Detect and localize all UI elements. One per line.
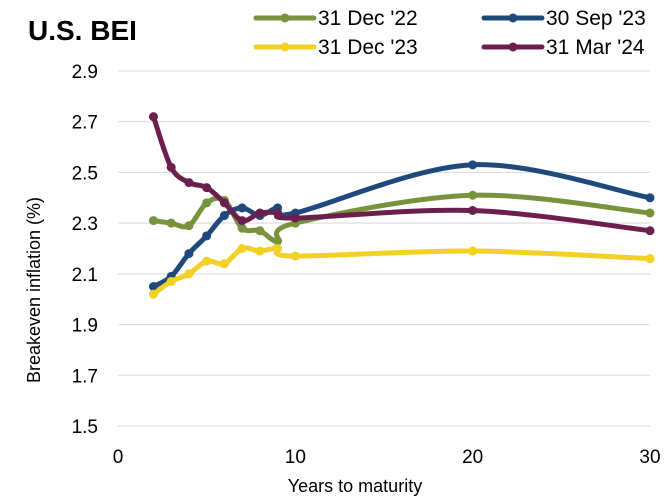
legend-marker xyxy=(508,42,518,52)
data-point xyxy=(290,213,300,223)
data-point xyxy=(468,205,478,215)
x-axis-ticks: 0 10 20 30 xyxy=(113,447,661,468)
y-tick-label: 2.3 xyxy=(72,214,98,235)
legend-label: 31 Dec '22 xyxy=(318,7,418,30)
legend: 31 Dec '22 30 Sep '23 31 Dec '23 31 Mar '24 xyxy=(253,7,646,59)
data-point xyxy=(202,231,212,241)
y-tick-label: 1.5 xyxy=(72,417,98,438)
data-point xyxy=(219,211,229,221)
data-point xyxy=(148,216,158,226)
y-tick-label: 2.9 xyxy=(72,62,98,83)
y-tick-label: 1.7 xyxy=(72,366,98,387)
x-tick-label: 20 xyxy=(462,447,483,468)
data-point xyxy=(273,208,283,218)
data-point xyxy=(219,198,229,208)
data-point xyxy=(468,246,478,256)
data-point xyxy=(468,190,478,200)
legend-label: 31 Mar '24 xyxy=(546,36,645,59)
data-point xyxy=(219,259,229,269)
legend-label: 31 Dec '23 xyxy=(318,36,418,59)
data-point xyxy=(184,178,194,188)
series-3 xyxy=(148,112,655,236)
data-point xyxy=(645,208,655,218)
y-tick-label: 1.9 xyxy=(72,316,98,337)
chart-title: U.S. BEI xyxy=(28,15,137,46)
y-axis-title: Breakeven inflation (%) xyxy=(24,197,44,383)
data-point xyxy=(255,246,265,256)
data-point xyxy=(148,282,158,292)
data-point xyxy=(237,216,247,226)
x-tick-label: 30 xyxy=(639,447,660,468)
x-axis-title: Years to maturity xyxy=(288,476,422,496)
series-1 xyxy=(148,160,655,292)
y-tick-label: 2.1 xyxy=(72,265,98,286)
data-point xyxy=(148,112,158,122)
data-point xyxy=(237,203,247,213)
legend-item: 31 Mar '24 xyxy=(481,36,645,59)
series-line xyxy=(151,162,653,289)
legend-item: 30 Sep '23 xyxy=(481,7,646,30)
data-point xyxy=(290,251,300,261)
data-point xyxy=(184,249,194,259)
data-point xyxy=(202,183,212,193)
data-point xyxy=(148,289,158,299)
x-tick-label: 10 xyxy=(285,447,306,468)
data-point xyxy=(273,236,283,246)
series-2 xyxy=(148,244,655,299)
data-point xyxy=(202,256,212,266)
x-tick-label: 0 xyxy=(113,447,124,468)
series-line xyxy=(151,245,653,297)
legend-label: 30 Sep '23 xyxy=(546,7,646,30)
legend-item: 31 Dec '23 xyxy=(253,36,418,59)
data-point xyxy=(237,244,247,253)
data-point xyxy=(255,226,265,236)
y-axis-ticks: 1.5 1.7 1.9 2.1 2.3 2.5 2.7 2.9 xyxy=(72,62,98,438)
gridlines xyxy=(118,70,650,427)
y-tick-label: 2.7 xyxy=(72,113,98,134)
data-point xyxy=(202,198,212,208)
series-lines xyxy=(148,112,655,299)
data-point xyxy=(255,208,265,218)
data-point xyxy=(468,160,478,170)
data-point xyxy=(184,269,194,279)
legend-item: 31 Dec '22 xyxy=(253,7,418,30)
legend-marker xyxy=(280,13,290,23)
data-point xyxy=(166,218,176,228)
series-0 xyxy=(148,190,655,246)
legend-marker xyxy=(508,13,518,23)
legend-marker xyxy=(280,42,290,52)
data-point xyxy=(166,276,176,286)
data-point xyxy=(237,223,247,233)
y-tick-label: 2.5 xyxy=(72,163,98,184)
data-point xyxy=(184,221,194,231)
data-point xyxy=(645,254,655,264)
data-point xyxy=(273,244,283,253)
data-point xyxy=(645,193,655,203)
data-point xyxy=(645,226,655,236)
data-point xyxy=(166,162,176,172)
